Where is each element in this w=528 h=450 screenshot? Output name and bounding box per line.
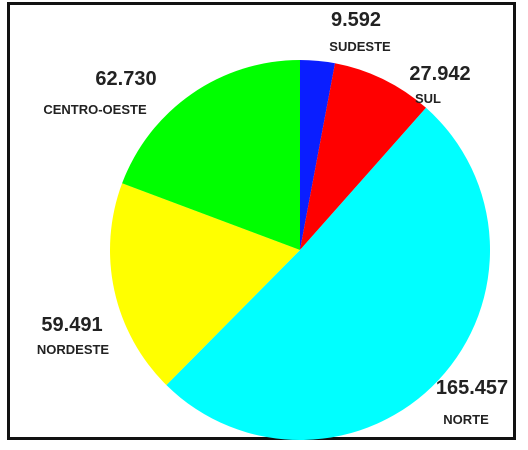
value-label-centro-oeste: 62.730 [95,68,156,90]
pie-slices [109,60,491,441]
slice-label-sul: 27.942 SUL [409,63,470,106]
name-label-norte: NORTE [443,412,489,427]
value-label-nordeste: 59.491 [41,314,102,336]
name-label-sul: SUL [415,91,441,106]
slice-label-norte: 165.457 NORTE [436,377,508,427]
name-label-centro-oeste: CENTRO-OESTE [43,102,147,117]
slice-label-centro-oeste: 62.730 CENTRO-OESTE [43,68,156,117]
pie-slice-nordeste [109,183,301,386]
pie-slice-centro-oeste [122,60,300,250]
pie-slice-sudeste [300,60,336,250]
value-label-norte: 165.457 [436,377,508,399]
name-label-sudeste: SUDESTE [329,39,391,54]
slice-label-sudeste: 9.592 SUDESTE [329,9,391,54]
pie-slice-norte [166,107,491,441]
value-label-sudeste: 9.592 [331,9,381,31]
name-label-nordeste: NORDESTE [37,342,110,357]
pie-slice-sul [300,63,427,250]
value-label-sul: 27.942 [409,63,470,85]
slice-label-nordeste: 59.491 NORDESTE [37,314,110,357]
